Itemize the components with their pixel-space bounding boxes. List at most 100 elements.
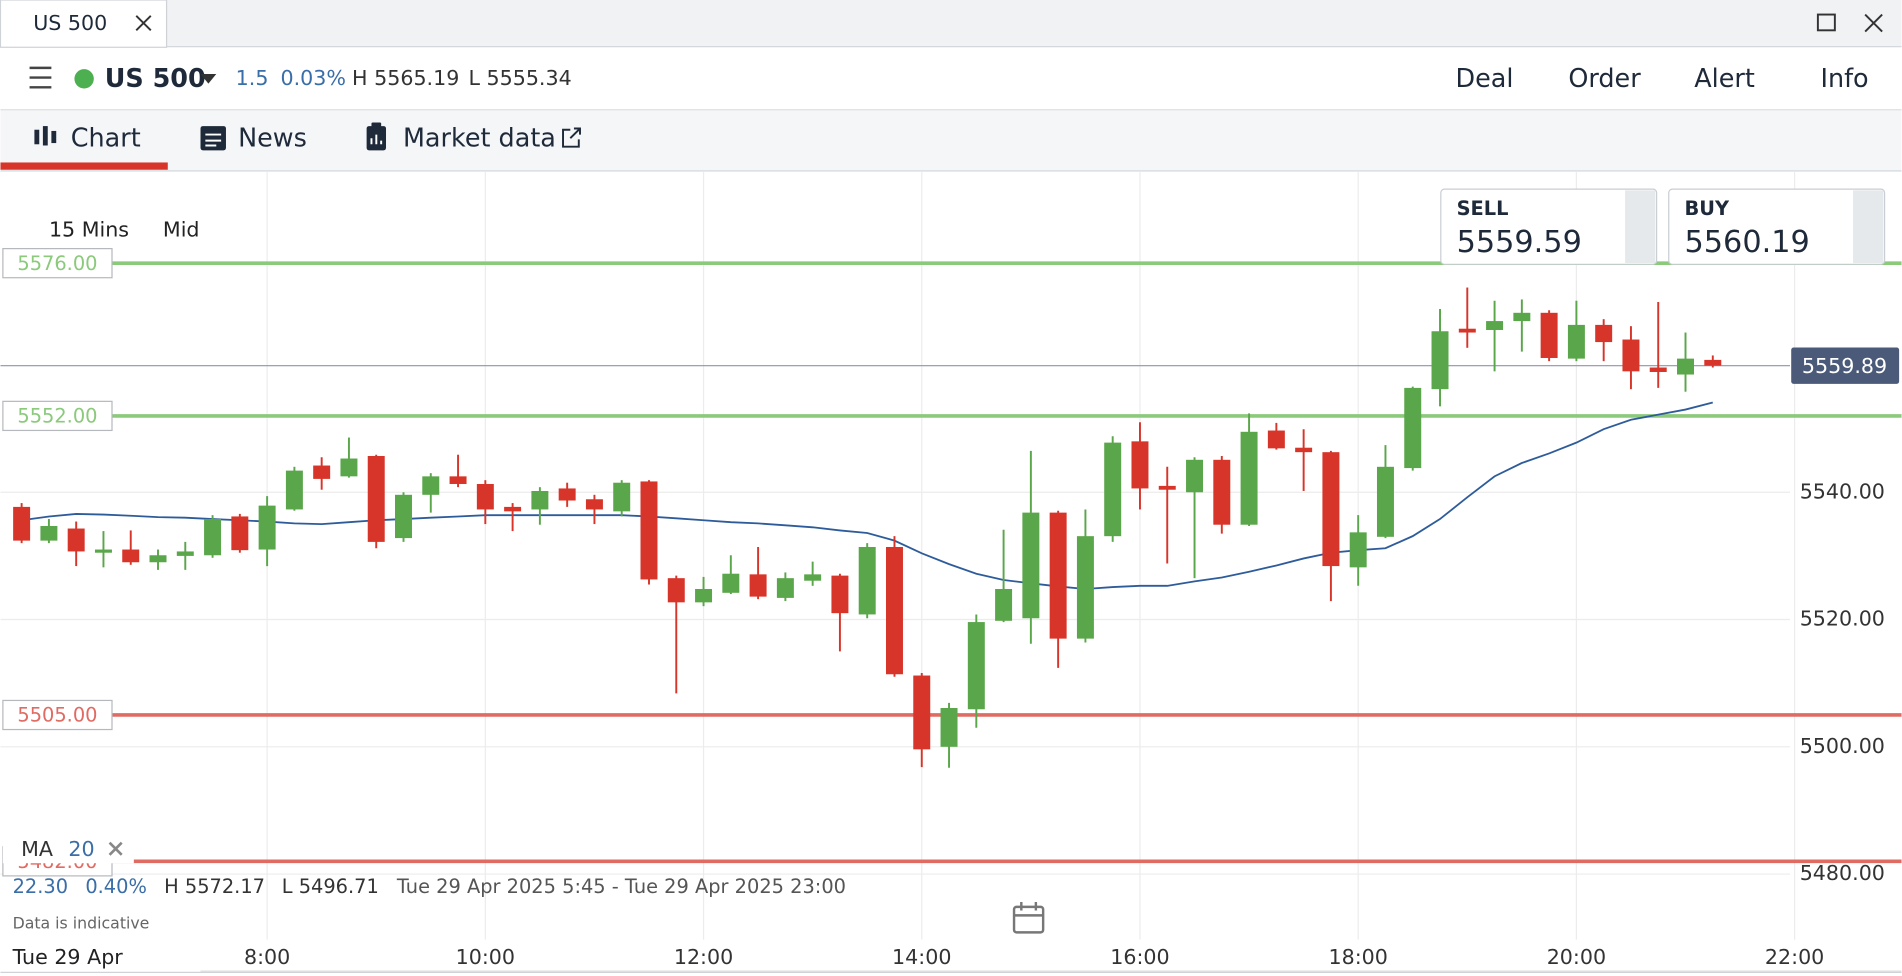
tab-bar bbox=[0, 0, 1902, 47]
menu-button[interactable] bbox=[29, 66, 52, 89]
candle-body bbox=[1513, 312, 1531, 322]
price-change: 1.5 bbox=[236, 66, 269, 90]
candle-body bbox=[776, 578, 794, 598]
x-tick-label: 12:00 bbox=[674, 945, 733, 969]
nav-tab[interactable]: Chart bbox=[71, 123, 141, 153]
candle-body bbox=[13, 506, 31, 541]
candle-body bbox=[1704, 359, 1722, 366]
y-tick-label: 5520.00 bbox=[1800, 607, 1885, 631]
candle-body bbox=[1267, 430, 1285, 449]
candle-body bbox=[1349, 532, 1367, 568]
nav-tab[interactable]: Market data bbox=[403, 123, 556, 153]
candle-body bbox=[695, 588, 713, 603]
x-tick-label: 8:00 bbox=[244, 945, 290, 969]
day-low: L 5555.34 bbox=[468, 66, 571, 90]
candle-body bbox=[504, 506, 522, 512]
sell-button[interactable] bbox=[1440, 188, 1658, 265]
chart-icon bbox=[34, 126, 57, 146]
candle-body bbox=[1486, 321, 1504, 330]
action-button[interactable]: Order bbox=[1568, 64, 1641, 94]
action-bar: Deal Order Alert Info bbox=[1455, 64, 1868, 94]
candle-body bbox=[667, 578, 685, 603]
candle-body bbox=[995, 588, 1013, 621]
period-change-pct: 0.40% bbox=[85, 875, 147, 898]
candle-body bbox=[831, 575, 849, 614]
candle-body bbox=[395, 494, 412, 539]
chart: 5576.005552.005505.005482.005480.005500.… bbox=[0, 172, 1902, 972]
candle-body bbox=[531, 490, 549, 510]
candle-body bbox=[858, 546, 876, 615]
x-tick-label: 16:00 bbox=[1110, 945, 1169, 969]
candle-body bbox=[1158, 485, 1176, 490]
candle-body bbox=[422, 476, 440, 495]
candle-body bbox=[1376, 466, 1394, 537]
nav-tab[interactable]: News bbox=[238, 123, 307, 153]
candle-body bbox=[1322, 452, 1340, 567]
tab-title: US 500 bbox=[33, 11, 107, 35]
news-icon bbox=[200, 126, 226, 151]
window-tab[interactable] bbox=[0, 0, 168, 48]
candle-body bbox=[367, 455, 385, 542]
close-window[interactable] bbox=[1864, 13, 1883, 33]
period-range: Tue 29 Apr 2025 5:45 - Tue 29 Apr 2025 2… bbox=[396, 875, 846, 898]
last-price-label: 5559.89 bbox=[1802, 354, 1887, 378]
candle-body bbox=[1213, 459, 1231, 525]
x-tick-label: 22:00 bbox=[1765, 945, 1824, 969]
x-tick-label: 18:00 bbox=[1328, 945, 1387, 969]
price-level-label: 5505.00 bbox=[17, 704, 97, 727]
close-tab[interactable] bbox=[135, 15, 152, 31]
candle-body bbox=[1131, 441, 1149, 489]
maximize-button[interactable] bbox=[1816, 13, 1836, 32]
candle-body bbox=[585, 499, 603, 510]
sell-price: 5559.59 bbox=[1457, 225, 1582, 260]
candle-body bbox=[613, 482, 631, 512]
candle-body bbox=[1595, 324, 1613, 343]
candle-body bbox=[913, 675, 931, 750]
action-button[interactable]: Deal bbox=[1455, 64, 1513, 94]
x-tick-label: 20:00 bbox=[1547, 945, 1606, 969]
candle-body bbox=[67, 528, 85, 552]
indicator-period: 20 bbox=[68, 837, 94, 861]
period-change: 22.30 bbox=[13, 875, 68, 898]
instrument-name[interactable]: US 500 bbox=[105, 64, 206, 94]
candle-body bbox=[122, 549, 140, 563]
ma-line bbox=[21, 401, 1713, 590]
candle-body bbox=[1404, 387, 1422, 469]
candle-body bbox=[313, 465, 331, 479]
candle-body bbox=[940, 707, 958, 747]
candle-body bbox=[749, 574, 767, 597]
instrument-dropdown[interactable] bbox=[200, 73, 217, 84]
candle-body bbox=[176, 551, 194, 556]
buy-label: BUY bbox=[1685, 197, 1731, 220]
candle-body bbox=[804, 574, 822, 581]
candle-body bbox=[149, 555, 167, 563]
interval[interactable]: 15 Mins bbox=[49, 217, 129, 241]
action-button[interactable]: Alert bbox=[1694, 64, 1755, 94]
price-type[interactable]: Mid bbox=[163, 217, 200, 241]
candle-body bbox=[1240, 431, 1258, 525]
remove-indicator[interactable] bbox=[108, 841, 123, 856]
candle-body bbox=[40, 525, 58, 541]
candle-body bbox=[885, 546, 903, 675]
candle-body bbox=[722, 573, 740, 593]
disclaimer: Data is indicative bbox=[13, 913, 150, 932]
last-price-tag bbox=[1791, 347, 1900, 384]
sell-label: SELL bbox=[1457, 197, 1509, 220]
active-tab-indicator bbox=[0, 162, 168, 170]
nav-bar bbox=[0, 109, 1902, 171]
calendar-button[interactable] bbox=[1012, 902, 1045, 934]
candle-body bbox=[94, 549, 112, 553]
x-date-label: Tue 29 Apr bbox=[12, 945, 124, 969]
candle-body bbox=[449, 476, 467, 484]
candle-body bbox=[1622, 339, 1640, 372]
candle-body bbox=[1049, 512, 1067, 639]
candle-body bbox=[558, 488, 576, 501]
external-link-icon bbox=[562, 127, 581, 148]
candle-body bbox=[204, 518, 222, 556]
candle-body bbox=[231, 516, 249, 551]
buy-button[interactable] bbox=[1668, 188, 1886, 265]
period-low: L 5496.71 bbox=[282, 875, 379, 898]
action-button[interactable]: Info bbox=[1820, 64, 1868, 94]
status-dot bbox=[74, 69, 94, 89]
day-high: H 5565.19 bbox=[352, 66, 459, 90]
